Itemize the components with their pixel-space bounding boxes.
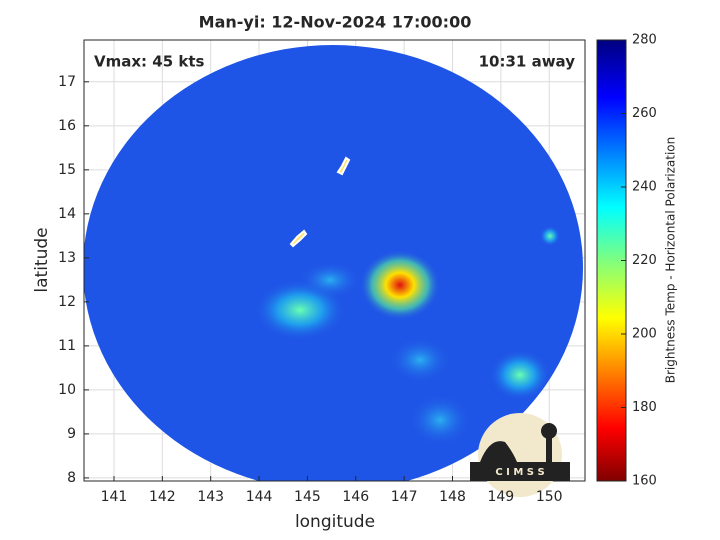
x-tick-label: 147 <box>391 489 418 505</box>
y-tick-label: 13 <box>58 250 76 266</box>
cimss-logo: C I M S S <box>470 413 570 497</box>
y-tick-label: 8 <box>67 470 76 486</box>
y-axis-label: latitude <box>32 227 52 292</box>
chart-title: Man-yi: 12-Nov-2024 17:00:00 <box>199 13 472 32</box>
colorbar-label: Brightness Temp - Horizontal Polarizatio… <box>664 137 678 384</box>
colorbar-tick-label: 160 <box>632 474 657 489</box>
plot-frame <box>83 39 586 482</box>
logo-text: C I M S S <box>495 467 544 478</box>
colorbar-tick-label: 200 <box>632 327 657 342</box>
y-tick-label: 16 <box>58 118 76 134</box>
x-tick-label: 144 <box>246 489 273 505</box>
y-tick-label: 9 <box>67 426 76 442</box>
x-tick-label: 149 <box>487 489 514 505</box>
y-tick-label: 17 <box>58 74 76 90</box>
y-tick-label: 12 <box>58 294 76 310</box>
colorbar-tick-label: 180 <box>632 400 657 415</box>
vmax-label: Vmax: 45 kts <box>94 53 204 71</box>
time-away-label: 10:31 away <box>479 53 576 71</box>
x-tick-label: 148 <box>439 489 466 505</box>
x-tick-label: 143 <box>197 489 224 505</box>
x-tick-label: 141 <box>101 489 128 505</box>
colorbar-tick-label: 220 <box>632 253 657 268</box>
x-tick-label: 150 <box>536 489 563 505</box>
x-tick-label: 145 <box>294 489 321 505</box>
colorbar-tick-label: 280 <box>632 33 657 48</box>
x-tick-label: 146 <box>342 489 369 505</box>
colorbar-tick-label: 240 <box>632 180 657 195</box>
satellite-image <box>84 45 583 481</box>
x-tick-label: 142 <box>149 489 176 505</box>
y-tick-label: 11 <box>58 338 76 354</box>
y-tick-label: 15 <box>58 162 76 178</box>
x-axis-label: longitude <box>295 512 375 532</box>
y-tick-label: 10 <box>58 382 76 398</box>
y-tick-label: 14 <box>58 206 76 222</box>
colorbar-tick-label: 260 <box>632 106 657 121</box>
